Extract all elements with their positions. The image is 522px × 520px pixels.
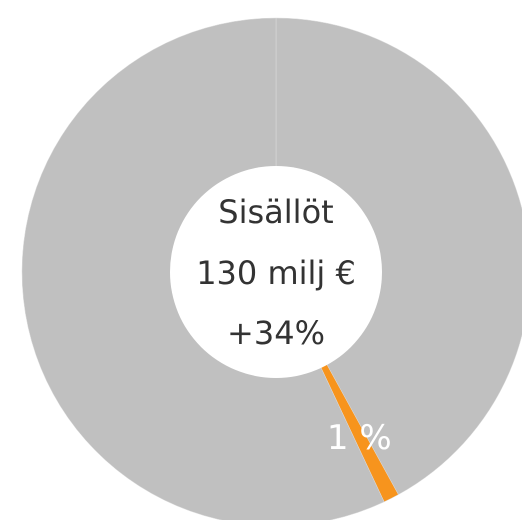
center-title: Sisällöt	[218, 193, 333, 231]
slice-label: 1 %	[327, 418, 392, 458]
donut-hole	[170, 166, 382, 378]
center-change: +34%	[227, 314, 325, 352]
center-value: 130 milj €	[196, 254, 356, 292]
